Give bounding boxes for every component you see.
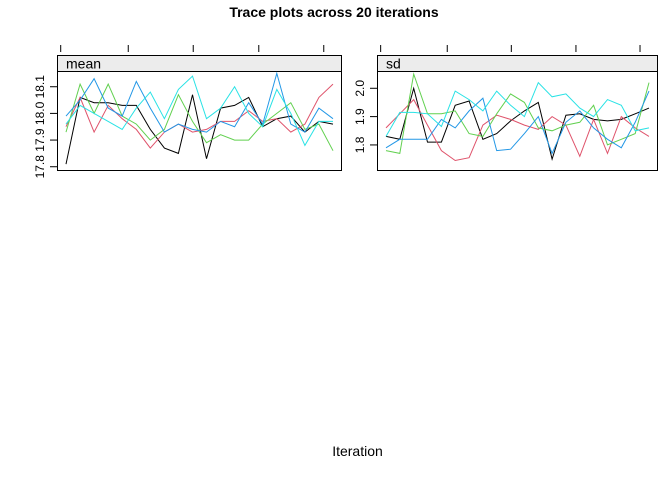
trace-line-sd-red: [385, 98, 650, 162]
trace-line-sd-black: [385, 86, 650, 161]
trace-line-mean-green: [65, 82, 334, 151]
trace-line-mean-cyan: [65, 75, 333, 147]
y-tick-label-mean-0: 17.8: [33, 155, 47, 179]
trace-line-mean-blue: [65, 71, 334, 133]
y-tick-label-sd-0: 1.8: [353, 136, 367, 153]
y-tick-label-mean-2: 18.0: [33, 101, 47, 125]
trace-line-mean-red: [65, 83, 334, 149]
strip-label-sd: sd: [386, 56, 401, 72]
trace-line-sd-green: [385, 72, 650, 154]
y-tick-label-mean-3: 18.1: [33, 75, 47, 99]
chart-title: Trace plots across 20 iterations: [229, 4, 439, 20]
y-tick-label-sd-2: 2.0: [353, 80, 367, 97]
panel-border-sd: [377, 71, 658, 171]
strip-sd: [377, 55, 658, 72]
trace-line-sd-blue: [385, 90, 650, 155]
strip-label-mean: mean: [66, 56, 101, 72]
y-tick-label-mean-1: 17.9: [33, 128, 47, 152]
panel-border-mean: [57, 71, 342, 171]
x-axis-label: Iteration: [332, 443, 383, 459]
trace-line-sd-cyan: [385, 81, 650, 137]
y-tick-label-sd-1: 1.9: [353, 108, 367, 125]
trace-line-mean-black: [65, 94, 334, 165]
